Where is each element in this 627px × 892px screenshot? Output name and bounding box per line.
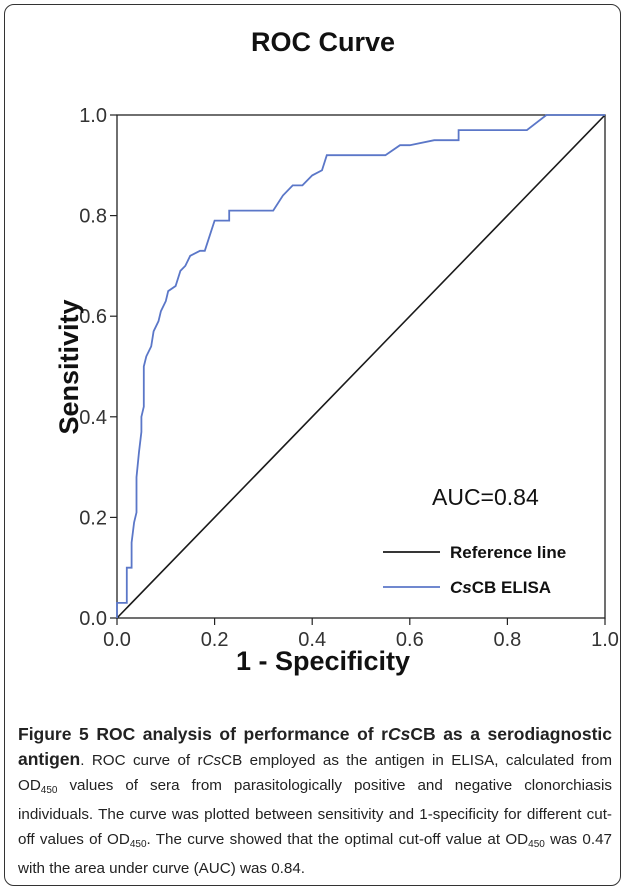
caption-body-4: . The curve showed that the optimal cut-… [147,831,529,848]
caption-sub-2: 450 [130,839,147,850]
legend-label: CsCB ELISA [450,578,551,597]
caption-body-italic-cs: Cs [203,752,222,769]
legend-label: Reference line [450,543,566,562]
auc-annotation: AUC=0.84 [432,484,539,510]
caption-body-1: . ROC curve of r [80,752,202,769]
legend: Reference line CsCB ELISA [383,543,566,597]
legend-label-italic: Cs [450,578,472,597]
y-tick-label: 0.8 [79,206,107,228]
caption-heading-prefix: Figure 5 ROC analysis of performance of … [18,724,388,744]
roc-chart: ROC Curve 0.0 0.2 0.4 0.6 0.8 1.00.00.20.40.6… [0,0,627,720]
caption-sub-3: 450 [528,839,545,850]
y-tick-label: 1.0 [79,105,107,127]
x-tick-label: 0.2 [201,629,229,651]
legend-label-rest: CB ELISA [472,578,551,597]
y-axis-label: Sensitivity [54,299,84,434]
x-tick-label: 0.8 [493,629,521,651]
x-tick-label: 1.0 [591,629,619,651]
caption-sub-1: 450 [41,785,58,796]
x-tick-label: 0.0 [103,629,131,651]
x-axis-label: 1 - Specificity [236,646,410,676]
y-tick-label: 0.0 [79,608,107,630]
chart-title: ROC Curve [251,27,395,57]
y-tick-label: 0.2 [79,507,107,529]
caption-heading-italic: Cs [388,724,410,744]
caption-heading: Figure 5 ROC analysis of performance of … [18,722,612,880]
figure-caption: Figure 5 ROC analysis of performance of … [18,722,612,880]
